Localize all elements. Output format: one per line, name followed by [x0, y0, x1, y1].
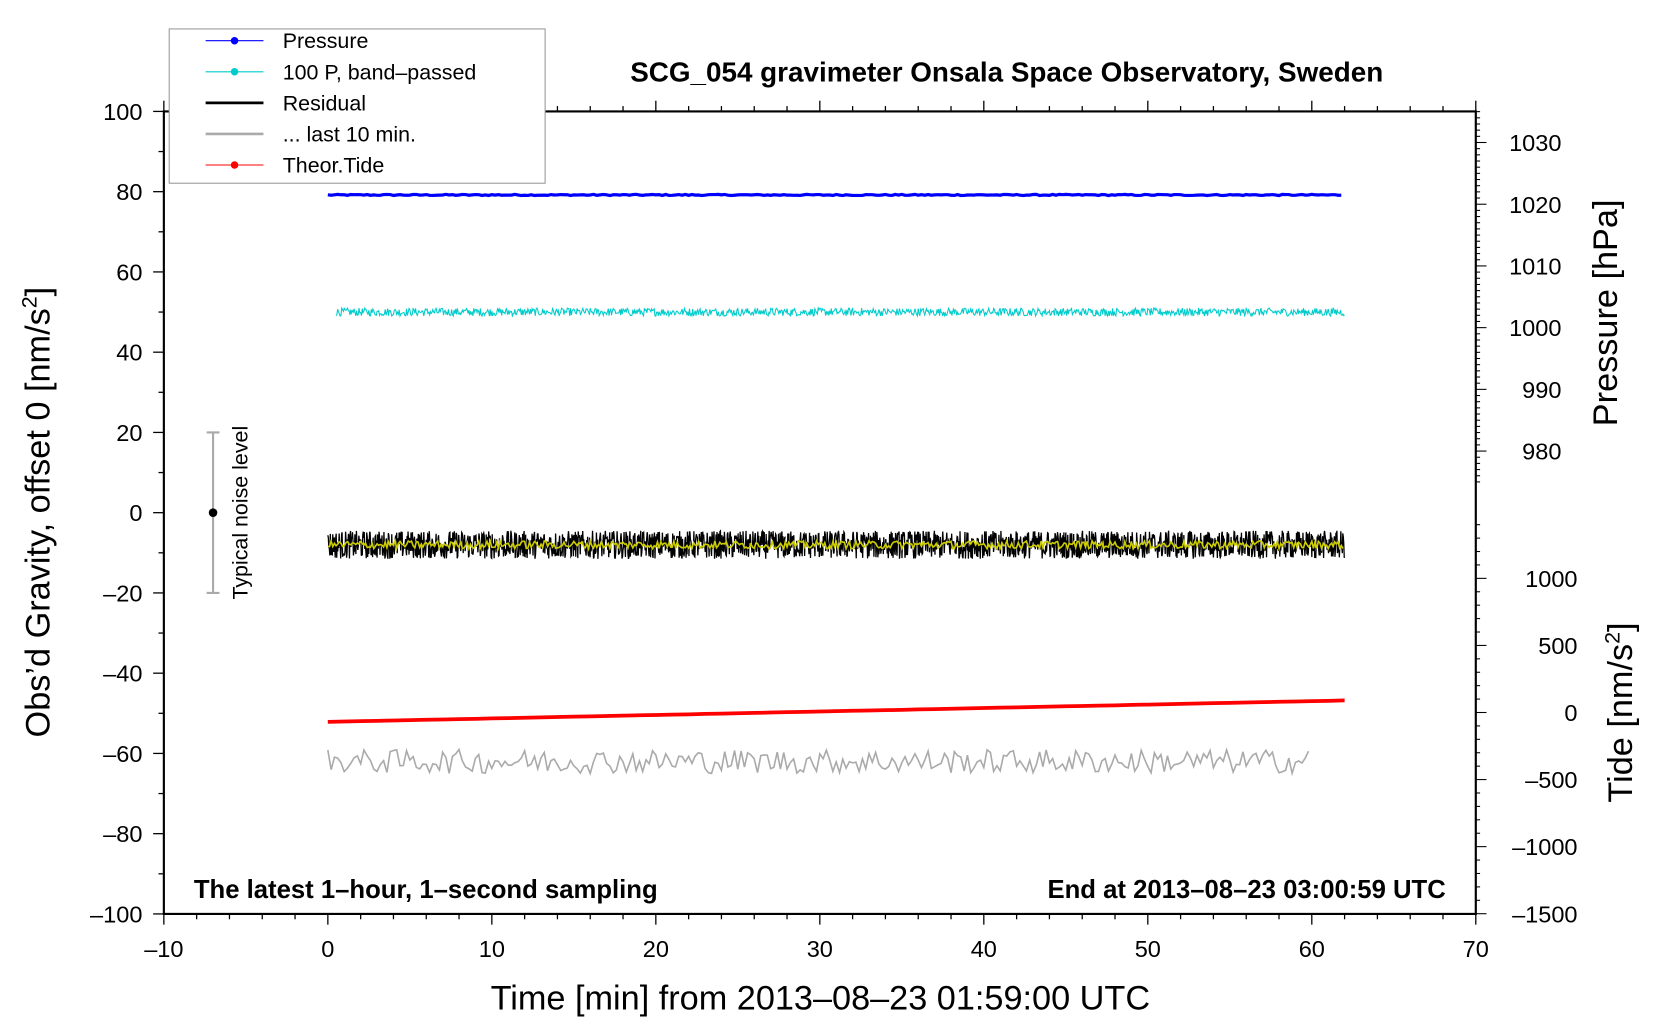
y-tick-label: 100	[103, 99, 142, 125]
pressure-tick-label: 1030	[1509, 130, 1561, 156]
tide-tick-label: –1000	[1512, 834, 1577, 860]
tide-tick-label: 500	[1538, 633, 1577, 659]
legend-marker	[230, 68, 239, 76]
y-tick-label: 0	[129, 500, 142, 526]
x-tick-label: 50	[1135, 936, 1161, 962]
x-axis-label: Time [min] from 2013–08–23 01:59:00 UTC	[491, 979, 1150, 1017]
tide-tick-label: –500	[1525, 767, 1577, 793]
x-tick-label: –10	[144, 936, 183, 962]
legend-label: Residual	[283, 91, 366, 115]
legend-label: Theor.Tide	[283, 153, 385, 177]
pressure-tick-label: 1010	[1509, 253, 1561, 279]
tide-tick-label: –1500	[1512, 901, 1577, 927]
y-tick-label: 80	[116, 179, 142, 205]
legend-box	[168, 28, 546, 184]
annotation-right: End at 2013–08–23 03:00:59 UTC	[1048, 876, 1446, 904]
annotation-left: The latest 1–hour, 1–second sampling	[194, 876, 658, 904]
legend-label: Pressure	[283, 29, 369, 53]
last-10-min-line	[327, 747, 1310, 777]
y-tick-label: –20	[103, 580, 142, 606]
y-tick-label: 60	[116, 259, 142, 285]
legend-label: ... last 10 min.	[283, 122, 416, 146]
x-tick-label: 70	[1463, 936, 1489, 962]
legend-marker	[230, 161, 239, 169]
tide-tick-label: 1000	[1525, 566, 1577, 592]
noise-bar-center	[208, 508, 218, 517]
pressure-tick-label: 1020	[1509, 192, 1561, 218]
x-tick-label: 30	[807, 936, 833, 962]
tide-line	[327, 698, 1345, 724]
y-tick-label: –60	[103, 741, 142, 767]
y-tick-label: 40	[116, 340, 142, 366]
y-tick-label: –80	[103, 821, 142, 847]
x-tick-label: 20	[643, 936, 669, 962]
pressure-line	[327, 192, 1342, 198]
x-tick-label: 60	[1299, 936, 1325, 962]
pressure-tick-label: 1000	[1509, 315, 1561, 341]
x-tick-label: 40	[971, 936, 997, 962]
legend-label: 100 P, band–passed	[283, 60, 477, 84]
y-axis-label: Obs’d Gravity, offset 0 [nm/s2]	[17, 287, 57, 738]
bandpassed-pressure-line	[335, 306, 1345, 319]
chart-title: SCG_054 gravimeter Onsala Space Observat…	[630, 56, 1383, 87]
x-tick-label: 10	[479, 936, 505, 962]
pressure-tick-label: 990	[1522, 377, 1561, 403]
legend-marker	[230, 36, 239, 45]
residual-smoothed-line	[327, 537, 1344, 552]
y-tick-label: 20	[116, 420, 142, 446]
y-tick-label: –100	[90, 901, 142, 927]
noise-bar-label: Typical noise level	[228, 426, 252, 600]
tide-tick-label: 0	[1564, 700, 1577, 726]
plot-frame	[162, 110, 1477, 915]
tide-axis-label: Tide [nm/s2]	[1600, 622, 1640, 802]
y-tick-label: –40	[103, 661, 142, 687]
x-tick-label: 0	[321, 936, 334, 962]
pressure-tick-label: 980	[1522, 439, 1561, 465]
pressure-axis-label: Pressure [hPa]	[1587, 200, 1625, 427]
